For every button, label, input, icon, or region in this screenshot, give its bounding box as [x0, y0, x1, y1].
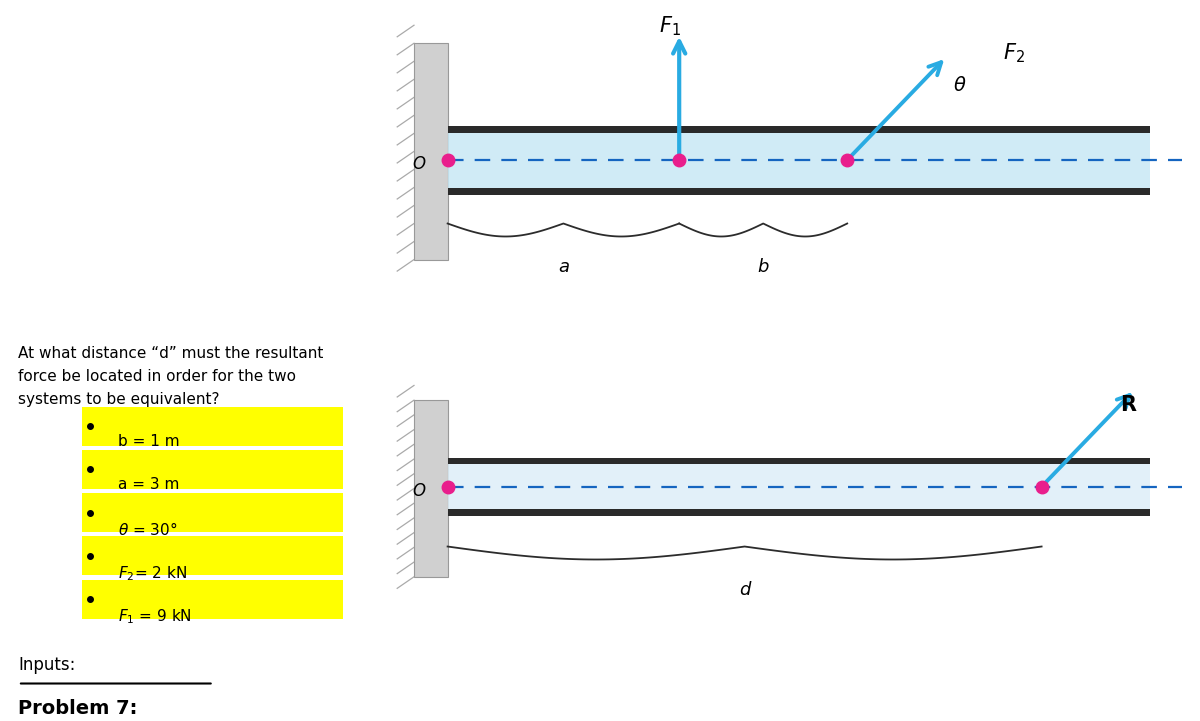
Bar [448, 509, 1150, 516]
Text: $F_2$= 2 kN: $F_2$= 2 kN [118, 564, 186, 583]
Text: d: d [739, 581, 750, 599]
Text: Problem 7:: Problem 7: [18, 699, 137, 718]
Bar [414, 400, 448, 577]
Bar [448, 458, 1150, 464]
Text: R: R [1120, 395, 1136, 415]
Bar [448, 126, 1150, 133]
Bar [448, 464, 1150, 509]
Text: $O$: $O$ [412, 156, 426, 173]
Text: a: a [558, 258, 569, 276]
FancyBboxPatch shape [82, 536, 343, 575]
Text: $\theta$ = 30°: $\theta$ = 30° [118, 521, 178, 538]
FancyBboxPatch shape [82, 493, 343, 532]
Bar [414, 43, 448, 260]
Bar [448, 133, 1150, 188]
Text: $O$: $O$ [412, 482, 426, 500]
FancyBboxPatch shape [82, 580, 343, 619]
Text: a = 3 m: a = 3 m [118, 477, 179, 492]
Text: Inputs:: Inputs: [18, 656, 76, 674]
Text: $F_1$: $F_1$ [659, 14, 680, 38]
Text: b = 1 m: b = 1 m [118, 434, 179, 449]
Bar [448, 188, 1150, 195]
Text: $\theta$: $\theta$ [953, 76, 967, 94]
FancyBboxPatch shape [82, 407, 343, 446]
Text: $F_2$: $F_2$ [1003, 42, 1025, 66]
Text: $F_1$ = 9 kN: $F_1$ = 9 kN [118, 607, 191, 626]
FancyBboxPatch shape [82, 450, 343, 489]
Text: At what distance “d” must the resultant
force be located in order for the two
sy: At what distance “d” must the resultant … [18, 346, 323, 407]
Text: b: b [757, 258, 769, 276]
